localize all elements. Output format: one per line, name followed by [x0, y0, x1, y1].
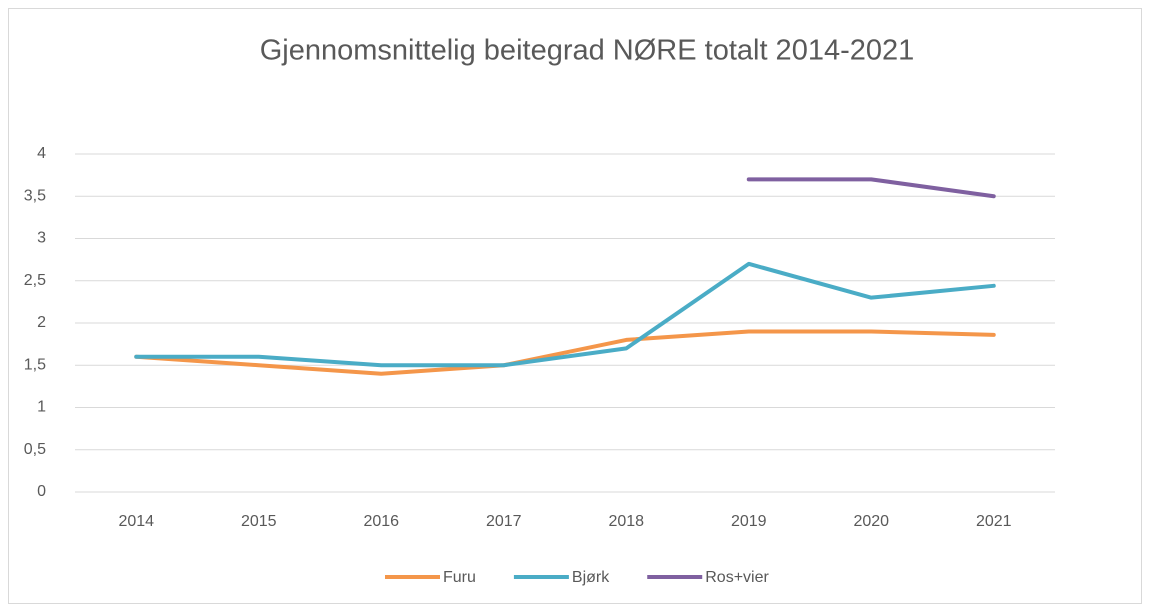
- y-tick-label: 2: [37, 314, 46, 331]
- x-tick-label: 2016: [363, 513, 399, 530]
- line: [746, 177, 996, 199]
- legend-label: Bjørk: [572, 569, 610, 586]
- chart-title: Gjennomsnittelig beitegrad NØRE totalt 2…: [260, 35, 915, 67]
- y-tick-label: 4: [37, 145, 46, 162]
- y-tick-label: 3,5: [24, 187, 46, 204]
- chart-border: [8, 8, 1142, 604]
- y-tick-label: 2,5: [24, 272, 46, 289]
- y-tick-label: 3: [37, 230, 46, 247]
- line: [134, 261, 996, 368]
- y-tick-label: 1,5: [24, 356, 46, 373]
- y-tick-label: 0: [37, 483, 46, 500]
- x-tick-label: 2015: [241, 513, 277, 530]
- legend-label: Ros+vier: [705, 569, 769, 586]
- x-tick-label: 2017: [486, 513, 522, 530]
- x-tick-label: 2020: [853, 513, 889, 530]
- line: [134, 329, 996, 376]
- x-tick-label: 2021: [976, 513, 1012, 530]
- y-tick-label: 1: [37, 399, 46, 416]
- legend-label: Furu: [443, 569, 476, 586]
- x-tick-label: 2018: [608, 513, 644, 530]
- y-tick-label: 0,5: [24, 441, 46, 458]
- x-tick-label: 2014: [118, 513, 154, 530]
- x-tick-label: 2019: [731, 513, 767, 530]
